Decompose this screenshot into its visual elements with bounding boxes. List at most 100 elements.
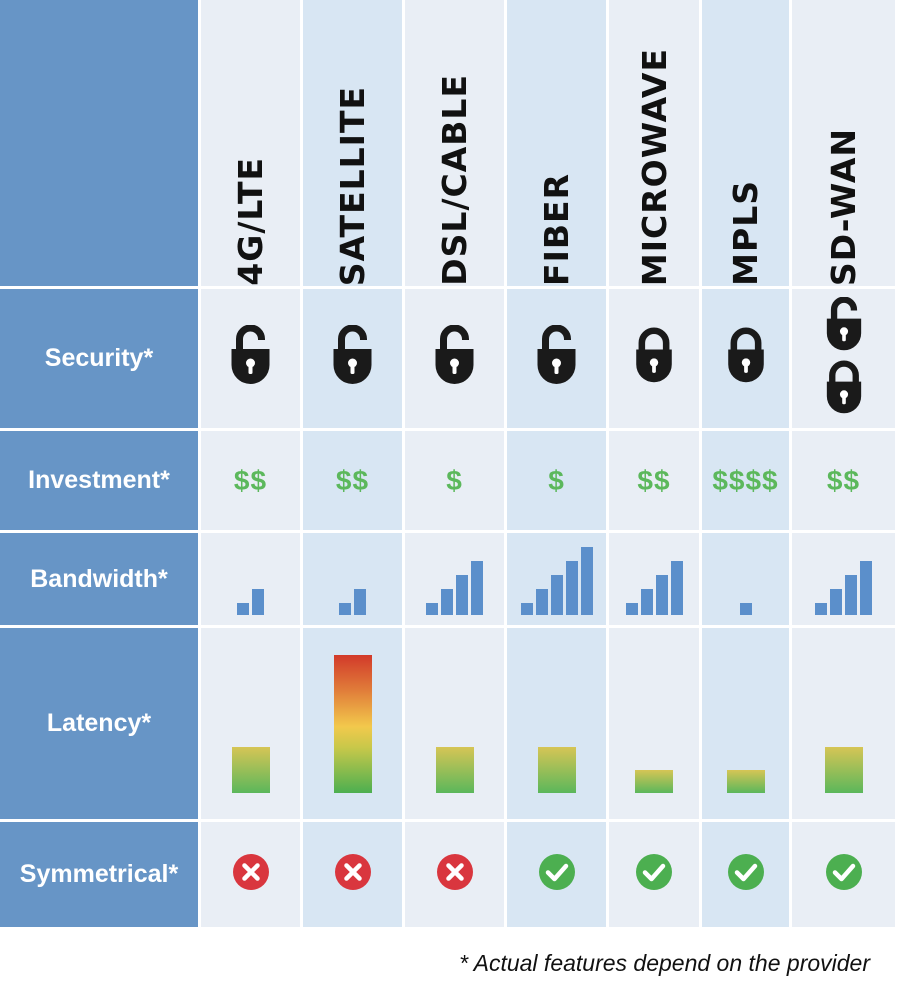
bandwidth-bar	[354, 589, 366, 615]
symmetrical-cell-microwave	[609, 822, 699, 927]
bandwidth-bar	[441, 589, 453, 615]
row-header-security: Security*	[0, 289, 198, 428]
symmetrical-cell-dsl-cable	[405, 822, 504, 927]
bandwidth-bar	[471, 561, 483, 615]
column-header-mpls: MPLS	[702, 0, 789, 286]
column-label: SD-WAN	[824, 127, 863, 286]
bandwidth-cell-microwave	[609, 533, 699, 625]
latency-cell-4g-lte	[201, 628, 300, 819]
latency-bar	[232, 747, 270, 793]
locked-padlock-icon	[821, 360, 867, 421]
cross-circle-icon	[436, 853, 474, 896]
column-header-satellite: SATELLITE	[303, 0, 402, 286]
bandwidth-bar	[845, 575, 857, 615]
investment-cell-4g-lte: $$	[201, 431, 300, 530]
row-header-investment: Investment*	[0, 431, 198, 530]
investment-cell-sd-wan: $$	[792, 431, 895, 530]
security-cell-dsl-cable	[405, 289, 504, 428]
footnote: * Actual features depend on the provider	[459, 950, 870, 976]
check-circle-icon	[825, 853, 863, 896]
investment-value: $$$$	[712, 464, 779, 496]
latency-cell-microwave	[609, 628, 699, 819]
bandwidth-bar	[237, 603, 249, 615]
latency-bar	[436, 747, 474, 793]
row-header-latency: Latency*	[0, 628, 198, 819]
bandwidth-cell-satellite	[303, 533, 402, 625]
latency-cell-fiber	[507, 628, 606, 819]
column-header-sd-wan: SD-WAN	[792, 0, 895, 286]
bandwidth-bar	[565, 561, 578, 615]
symmetrical-cell-4g-lte	[201, 822, 300, 927]
symmetrical-cell-sd-wan	[792, 822, 895, 927]
investment-cell-microwave: $$	[609, 431, 699, 530]
corner-cell	[0, 0, 198, 286]
bandwidth-bar	[426, 603, 438, 615]
investment-value: $$	[335, 464, 370, 496]
bandwidth-bar	[580, 547, 593, 615]
bandwidth-bar	[550, 575, 563, 615]
row-label: Bandwidth*	[30, 564, 168, 593]
column-label: MPLS	[726, 180, 765, 286]
latency-cell-mpls	[702, 628, 789, 819]
unlocked-padlock-icon	[429, 324, 480, 392]
column-header-fiber: FIBER	[507, 0, 606, 286]
bandwidth-bar	[625, 603, 638, 615]
bandwidth-cell-fiber	[507, 533, 606, 625]
bandwidth-cell-4g-lte	[201, 533, 300, 625]
symmetrical-cell-mpls	[702, 822, 789, 927]
investment-value: $$	[637, 464, 671, 496]
bandwidth-bar	[640, 589, 653, 615]
bandwidth-bar	[860, 561, 872, 615]
locked-padlock-icon	[722, 327, 770, 390]
column-label: DSL/CABLE	[435, 74, 474, 286]
symmetrical-cell-satellite	[303, 822, 402, 927]
bandwidth-bar	[655, 575, 668, 615]
bandwidth-bar	[815, 603, 827, 615]
latency-cell-satellite	[303, 628, 402, 819]
latency-bar	[635, 770, 673, 793]
investment-value: $	[548, 464, 565, 496]
security-cell-4g-lte	[201, 289, 300, 428]
investment-value: $	[446, 464, 463, 496]
cross-circle-icon	[334, 853, 372, 896]
row-header-bandwidth: Bandwidth*	[0, 533, 198, 625]
bandwidth-bar	[456, 575, 468, 615]
bandwidth-cell-sd-wan	[792, 533, 895, 625]
cross-circle-icon	[232, 853, 270, 896]
investment-cell-mpls: $$$$	[702, 431, 789, 530]
row-header-symmetrical: Symmetrical*	[0, 822, 198, 927]
unlocked-padlock-icon	[531, 324, 582, 392]
bandwidth-bar	[830, 589, 842, 615]
investment-value: $$	[233, 464, 268, 496]
investment-value: $$	[826, 464, 861, 496]
column-header-dsl-cable: DSL/CABLE	[405, 0, 504, 286]
latency-cell-dsl-cable	[405, 628, 504, 819]
unlocked-padlock-icon	[225, 324, 276, 392]
comparison-table: 4G/LTE SATELLITE DSL/CABLE FIBER MICROWAVE MP…	[0, 0, 895, 927]
column-label: SATELLITE	[333, 85, 372, 286]
bandwidth-cell-dsl-cable	[405, 533, 504, 625]
bandwidth-bar	[339, 603, 351, 615]
investment-cell-satellite: $$	[303, 431, 402, 530]
symmetrical-cell-fiber	[507, 822, 606, 927]
locked-padlock-icon	[630, 327, 678, 390]
column-header-4g-lte: 4G/LTE	[201, 0, 300, 286]
latency-cell-sd-wan	[792, 628, 895, 819]
bandwidth-bar	[670, 561, 683, 615]
row-label: Symmetrical*	[19, 860, 179, 888]
row-label: Latency*	[46, 709, 152, 737]
unlocked-padlock-icon	[327, 324, 378, 392]
bandwidth-bar	[520, 603, 533, 615]
latency-bar	[334, 655, 372, 793]
security-cell-microwave	[609, 289, 699, 428]
bandwidth-bar	[252, 589, 264, 615]
unlocked-padlock-icon	[821, 296, 867, 358]
bandwidth-bar	[739, 603, 752, 615]
row-label: Security*	[44, 344, 154, 372]
column-label: 4G/LTE	[231, 157, 270, 286]
bandwidth-cell-mpls	[702, 533, 789, 625]
bandwidth-bar	[535, 589, 548, 615]
row-label: Investment*	[28, 466, 170, 494]
column-label: FIBER	[537, 173, 576, 286]
latency-bar	[727, 770, 765, 793]
